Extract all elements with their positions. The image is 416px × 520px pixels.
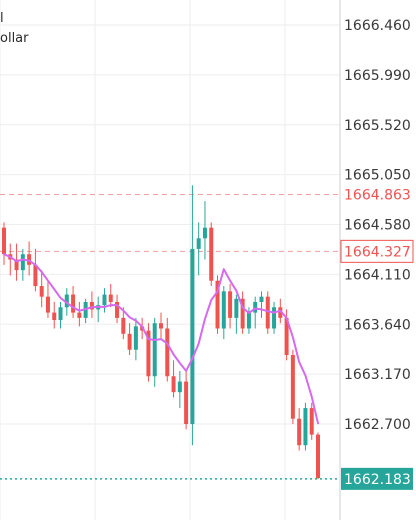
price-tick-label: 1662.700: [344, 417, 411, 433]
candle-body: [14, 259, 19, 271]
candle-body: [27, 254, 32, 265]
candle-body: [71, 294, 76, 313]
candle-body: [108, 294, 113, 302]
candle-body: [303, 408, 308, 446]
candle-body: [52, 312, 57, 321]
price-tick-label: 1665.520: [344, 118, 411, 134]
candle-body: [2, 227, 6, 255]
grid-lines: [0, 0, 340, 520]
candle-body: [58, 307, 63, 321]
candle-body: [209, 227, 214, 281]
candle-body: [171, 376, 176, 393]
candle-body: [39, 286, 44, 297]
candle-body: [272, 307, 277, 329]
reference-lines: [0, 193, 340, 480]
candle-body: [133, 326, 138, 350]
candle-body: [177, 381, 182, 393]
legend-currency-fragment: ollar: [0, 31, 29, 46]
moving-average-line: [3, 253, 319, 425]
candle-body: [265, 296, 270, 329]
price-tags: 1664.863 1664.327 1662.183: [340, 183, 414, 490]
candle-body: [45, 296, 50, 313]
candle-body: [259, 296, 264, 302]
price-tick-label: 1663.640: [344, 317, 411, 333]
candle-body: [102, 294, 107, 306]
price-axis[interactable]: 1666.460 1665.990 1665.520 1665.050 1664.580…: [344, 18, 411, 433]
candle-body: [127, 333, 132, 350]
candle-body: [234, 298, 239, 318]
candle-body: [146, 330, 151, 377]
candle-body: [33, 264, 38, 287]
candle-body: [297, 418, 302, 446]
candle-body: [228, 291, 233, 318]
current-price-tag: [341, 467, 413, 490]
candle-body: [221, 291, 226, 329]
reference-price-label: 1664.863: [344, 187, 411, 203]
candle-body: [316, 434, 320, 479]
legend-symbol-fragment: l: [0, 11, 4, 26]
candle-body: [184, 381, 189, 424]
candle-body: [152, 323, 157, 377]
candle-body: [190, 248, 195, 424]
candle-body: [278, 307, 283, 318]
candle-body: [196, 238, 201, 249]
candle-body: [215, 280, 220, 329]
current-price-label: 1662.183: [344, 472, 411, 488]
candle-body: [246, 312, 251, 329]
candle-body: [20, 254, 25, 271]
candle-body: [64, 294, 69, 308]
price-tick-label: 1663.170: [344, 367, 411, 383]
candle-body: [240, 298, 245, 329]
candle-body: [77, 312, 82, 318]
price-tick-label: 1664.580: [344, 218, 411, 234]
candle-body: [89, 301, 94, 310]
price-tick-label: 1665.050: [344, 168, 411, 184]
candle-body: [202, 227, 207, 239]
candle-body: [290, 355, 295, 419]
price-tag-box: [340, 239, 414, 263]
candle-body: [253, 301, 258, 313]
candles: [2, 185, 320, 480]
price-tick-label: 1666.460: [344, 18, 411, 34]
candle-body: [159, 323, 163, 329]
candle-body: [309, 408, 314, 435]
candle-body: [121, 317, 126, 334]
price-tick-label: 1665.990: [344, 68, 411, 84]
price-tick-label: 1664.110: [344, 267, 411, 283]
candle-body: [165, 328, 170, 377]
reference-price-label: 1664.327: [344, 244, 411, 260]
price-tag-bg: [341, 183, 413, 206]
candle-body: [284, 317, 289, 356]
candle-body: [115, 301, 120, 318]
